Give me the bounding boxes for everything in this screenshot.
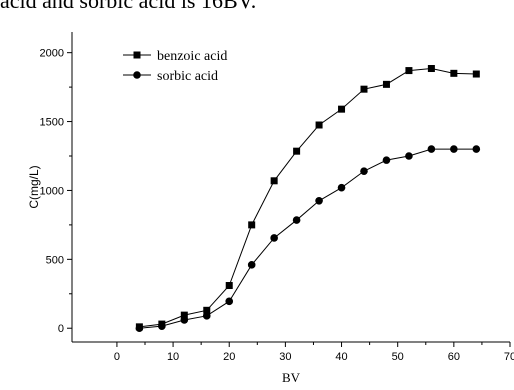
y-axis-label: C(mg/L) xyxy=(27,165,41,208)
data-point-sorbic-acid xyxy=(472,145,481,153)
data-point-sorbic-acid xyxy=(180,316,189,324)
data-point-benzoic-acid xyxy=(472,70,480,78)
chart-series xyxy=(135,65,481,333)
data-point-sorbic-acid xyxy=(450,145,458,153)
y-tick-label: 2000 xyxy=(40,48,64,60)
legend-marker-sorbic-acid xyxy=(133,71,141,79)
series-benzoic-acid xyxy=(135,65,480,331)
data-point-benzoic-acid xyxy=(270,177,278,185)
series-sorbic-acid xyxy=(135,145,481,333)
x-tick-label: 0 xyxy=(114,351,120,363)
data-point-sorbic-acid xyxy=(337,183,346,192)
data-point-sorbic-acid xyxy=(225,297,234,306)
data-point-sorbic-acid xyxy=(135,324,144,333)
data-point-benzoic-acid xyxy=(225,282,233,290)
x-tick-label: 40 xyxy=(335,351,347,363)
data-point-benzoic-acid xyxy=(203,306,211,314)
data-point-sorbic-acid xyxy=(427,145,436,153)
y-tick-label: 1000 xyxy=(40,185,64,197)
legend-label-sorbic-acid: sorbic acid xyxy=(157,69,218,84)
series-line-benzoic-acid xyxy=(139,68,477,328)
y-tick-label: 500 xyxy=(46,254,64,266)
data-point-benzoic-acid xyxy=(315,121,323,129)
x-tick-label: 50 xyxy=(392,351,404,363)
data-point-benzoic-acid xyxy=(427,65,435,73)
x-axis-label: BV xyxy=(282,370,301,385)
x-tick-label: 30 xyxy=(279,351,291,363)
data-point-sorbic-acid xyxy=(292,216,301,224)
legend-label-benzoic-acid: benzoic acid xyxy=(157,49,227,64)
data-point-sorbic-acid xyxy=(360,167,368,175)
data-point-sorbic-acid xyxy=(382,156,391,164)
data-point-sorbic-acid xyxy=(405,152,413,160)
data-point-benzoic-acid xyxy=(293,147,301,155)
data-point-sorbic-acid xyxy=(158,322,166,330)
series-line-sorbic-acid xyxy=(139,148,477,329)
data-point-sorbic-acid xyxy=(315,196,323,205)
x-tick-label: 20 xyxy=(223,351,235,363)
document-text-fragment: acid and sorbic acid is 16BV. xyxy=(0,0,257,13)
y-tick-label: 0 xyxy=(58,323,64,335)
data-point-sorbic-acid xyxy=(247,261,256,269)
data-point-sorbic-acid xyxy=(270,234,278,242)
data-point-sorbic-acid xyxy=(202,312,211,320)
chart-ticks: 0 500 1000 1500 2000 0 10 20 30 40 50 60 70 xyxy=(40,48,514,363)
y-tick-label: 1500 xyxy=(40,117,64,129)
x-tick-label: 60 xyxy=(448,351,460,363)
x-tick-label: 10 xyxy=(167,351,179,363)
chart-legend: benzoic acid sorbic acid xyxy=(123,49,227,84)
x-tick-label: 70 xyxy=(504,351,514,363)
data-point-benzoic-acid xyxy=(450,69,458,77)
legend-marker-benzoic-acid xyxy=(133,51,141,59)
data-point-benzoic-acid xyxy=(338,105,346,113)
data-point-benzoic-acid xyxy=(180,311,188,319)
data-point-benzoic-acid xyxy=(382,80,390,88)
data-point-benzoic-acid xyxy=(405,67,413,75)
data-point-benzoic-acid xyxy=(360,85,368,93)
data-point-benzoic-acid xyxy=(248,221,256,229)
